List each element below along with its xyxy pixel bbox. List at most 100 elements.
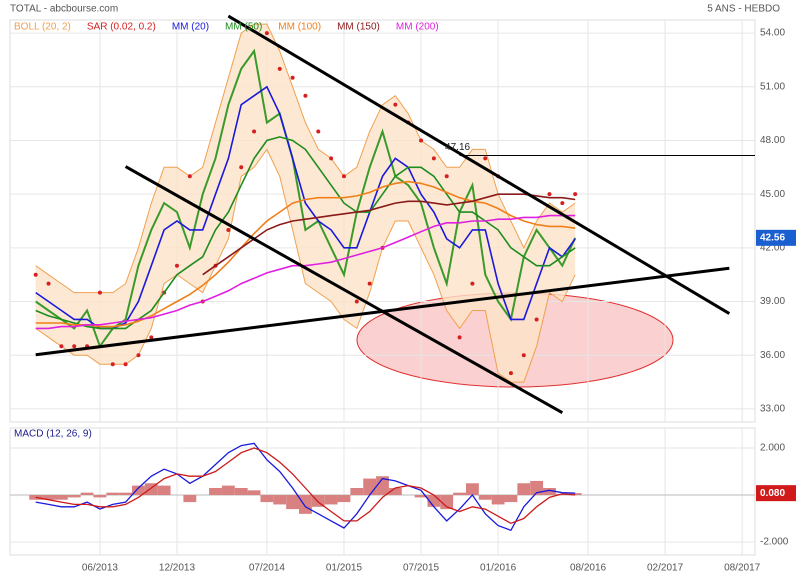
x-tick-label: 02/2017	[647, 563, 684, 574]
sar-dot	[521, 353, 526, 358]
sar-dot	[110, 362, 115, 367]
macd-histogram-bar	[440, 495, 454, 510]
macd-histogram-bar	[337, 495, 351, 503]
macd-histogram-bar	[93, 495, 107, 498]
sar-dot	[316, 129, 321, 134]
sar-dot	[560, 201, 565, 206]
price-line	[35, 48, 577, 349]
moving-average	[35, 180, 576, 328]
sar-dot	[174, 263, 179, 268]
legend-entry: SAR (0.02, 0.2)	[87, 22, 156, 33]
macd-histogram-bar	[427, 495, 441, 507]
macd-histogram-bar	[376, 476, 389, 496]
sar-dot	[303, 93, 308, 98]
macd-histogram-bar	[465, 483, 479, 496]
sar-dot	[187, 174, 192, 179]
sar-dot	[123, 362, 128, 367]
macd-histogram-bar	[106, 492, 120, 496]
macd-histogram-bar	[234, 487, 248, 496]
moving-average	[35, 85, 576, 330]
x-tick-label: 08/2017	[724, 563, 761, 574]
trendline	[35, 266, 730, 357]
chart-title: TOTAL - abcbourse.com	[10, 4, 118, 15]
sar-dot	[341, 174, 346, 179]
legend-entry: MM (20)	[172, 22, 209, 33]
sar-dot	[444, 174, 449, 179]
macd-histogram-bar	[453, 492, 466, 496]
macd-histogram-bar	[311, 495, 325, 507]
macd-histogram-bar	[247, 490, 261, 496]
macd-histogram-bar	[209, 487, 222, 496]
sar-dot	[457, 335, 462, 340]
bollinger-upper	[35, 23, 576, 294]
macd-histogram-bar	[363, 478, 377, 496]
macd-histogram-bar	[54, 495, 68, 500]
macd-title: MACD (12, 26, 9)	[14, 429, 92, 440]
sar-dot	[72, 344, 77, 349]
legend-entry: MM (150)	[337, 22, 380, 33]
y-tick-label: -2.000	[760, 537, 789, 548]
macd-histogram-bar	[388, 487, 402, 496]
sar-dot	[508, 371, 513, 376]
y-tick-label: 51.00	[760, 81, 785, 92]
x-tick-label: 07/2014	[249, 563, 286, 574]
macd-line	[35, 442, 576, 532]
sar-dot	[419, 138, 424, 143]
sar-dot	[547, 192, 552, 197]
macd-label-box	[756, 485, 796, 502]
macd-histogram-bar	[543, 487, 556, 496]
x-tick-label: 08/2016	[570, 563, 607, 574]
sar-dot	[264, 31, 269, 36]
annotation-label: 47.16	[445, 142, 470, 153]
x-tick-label: 06/2013	[82, 563, 119, 574]
legend-entry: MM (50)	[225, 22, 262, 33]
macd-histogram-bar	[350, 487, 364, 496]
main-panel	[9, 19, 756, 423]
y-tick-label: 39.00	[760, 296, 785, 307]
y-tick-label: 45.00	[760, 189, 785, 200]
sar-dot	[59, 344, 64, 349]
macd-line	[35, 447, 576, 525]
sar-dot	[393, 102, 398, 107]
y-tick-label: 48.00	[760, 135, 785, 146]
macd-histogram-bar	[183, 495, 197, 503]
x-tick-label: 12/2013	[159, 563, 196, 574]
sar-dot	[97, 290, 102, 295]
macd-histogram-bar	[491, 495, 505, 505]
sar-dot	[534, 317, 539, 322]
macd-histogram-bar	[119, 492, 133, 496]
macd-histogram-bar	[273, 495, 287, 505]
macd-histogram-bar	[132, 485, 145, 496]
price-label: 42.56	[760, 232, 785, 243]
sar-dot	[431, 156, 436, 161]
sar-dot	[354, 299, 359, 304]
legend-entry: BOLL (20, 2)	[14, 22, 71, 33]
sar-dot	[573, 192, 578, 197]
x-tick-label: 01/2015	[326, 563, 363, 574]
macd-histogram-bar	[568, 493, 582, 496]
y-tick-label: 2.000	[760, 443, 785, 454]
macd-histogram-bar	[517, 483, 531, 496]
price-label-box	[756, 229, 796, 246]
sar-dot	[33, 272, 38, 277]
sar-dot	[329, 156, 334, 161]
macd-histogram-bar	[504, 495, 518, 503]
macd-histogram-bar	[157, 485, 171, 496]
sar-dot	[367, 281, 372, 286]
x-tick-label: 01/2016	[480, 563, 517, 574]
sar-dot	[46, 281, 51, 286]
macd-histogram-bar	[221, 485, 235, 496]
macd-histogram-bar	[144, 483, 158, 496]
sar-dot	[252, 129, 257, 134]
sar-dot	[226, 227, 231, 232]
trendline	[124, 165, 564, 414]
x-tick-label: 07/2015	[403, 563, 440, 574]
legend-entry: MM (100)	[278, 22, 321, 33]
macd-histogram-bar	[299, 495, 312, 514]
y-tick-label: 36.00	[760, 350, 785, 361]
macd-histogram-bar	[478, 495, 492, 500]
moving-average	[202, 193, 576, 276]
macd-histogram-bar	[42, 495, 55, 500]
